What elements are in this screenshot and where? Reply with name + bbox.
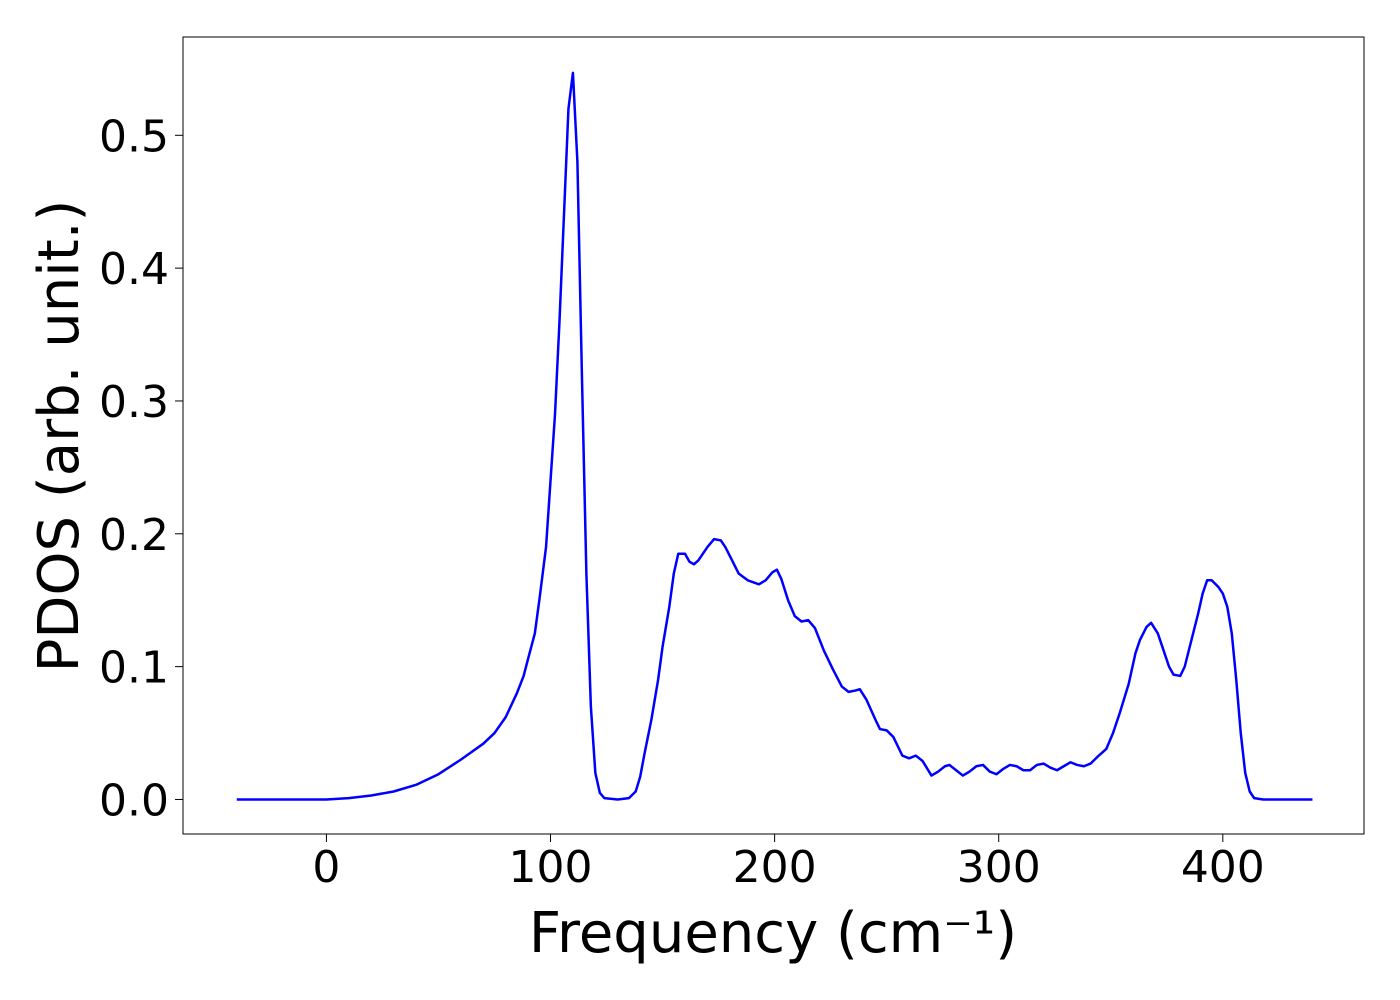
y-tick-label: 0.5: [99, 111, 169, 162]
plot-frame: [182, 36, 1365, 835]
y-tick-label: 0.0: [99, 775, 169, 826]
data-line: [236, 71, 1313, 801]
x-axis-label: Frequency (cm⁻¹): [529, 901, 1017, 966]
x-tick-label: 300: [957, 842, 1041, 893]
y-tick-label: 0.4: [99, 244, 169, 295]
x-tick-label: 400: [1181, 842, 1265, 893]
y-tick-label: 0.2: [99, 510, 169, 561]
y-tick-label: 0.1: [99, 643, 169, 694]
y-axis-label: PDOS (arb. unit.): [27, 200, 92, 673]
x-tick-label: 0: [312, 842, 340, 893]
x-tick-label: 100: [509, 842, 593, 893]
x-tick-label: 200: [733, 842, 817, 893]
y-tick-label: 0.3: [99, 377, 169, 428]
